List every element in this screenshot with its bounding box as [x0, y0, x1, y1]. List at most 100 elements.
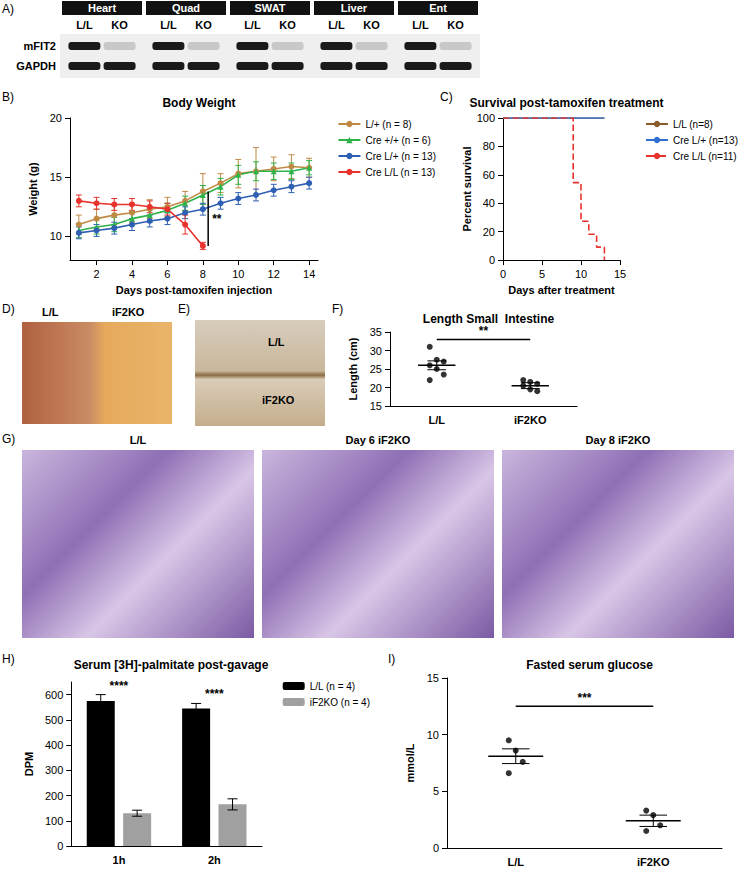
svg-text:Survival post-tamoxifen treatm: Survival post-tamoxifen treatment: [469, 96, 663, 110]
svg-text:200: 200: [45, 790, 63, 802]
svg-text:8: 8: [200, 268, 206, 280]
svg-text:100: 100: [45, 815, 63, 827]
svg-text:500: 500: [45, 714, 63, 726]
svg-text:Cre L/L (n = 13): Cre L/L (n = 13): [365, 167, 435, 178]
svg-text:25: 25: [370, 363, 382, 375]
svg-text:15: 15: [370, 400, 382, 412]
svg-text:Liver: Liver: [341, 2, 368, 14]
svg-text:L/L (n = 4): L/L (n = 4): [310, 681, 356, 692]
svg-text:1h: 1h: [113, 854, 126, 866]
svg-text:Days after treatment: Days after treatment: [508, 284, 615, 296]
svg-text:10: 10: [232, 268, 244, 280]
svg-text:600: 600: [45, 689, 63, 701]
svg-text:4: 4: [129, 268, 135, 280]
svg-text:2h: 2h: [208, 854, 221, 866]
svg-text:400: 400: [45, 739, 63, 751]
svg-text:Fasted serum glucose: Fasted serum glucose: [526, 658, 653, 672]
svg-text:10: 10: [427, 729, 439, 741]
html-text:L/L: L/L: [268, 336, 285, 348]
svg-text:Cre L/L (n=11): Cre L/L (n=11): [673, 151, 737, 162]
html-text:A): A): [2, 2, 14, 16]
html-text:E): E): [178, 302, 190, 316]
svg-text:Cre L/+ (n=13): Cre L/+ (n=13): [673, 135, 738, 146]
svg-text:SWAT: SWAT: [255, 2, 286, 14]
svg-text:KO: KO: [111, 19, 128, 31]
svg-text:mFIT2: mFIT2: [24, 40, 56, 52]
svg-text:15: 15: [427, 672, 439, 684]
svg-text:iF2KO: iF2KO: [514, 414, 547, 426]
svg-text:20: 20: [483, 226, 495, 238]
svg-text:DPM: DPM: [23, 752, 35, 776]
svg-text:Heart: Heart: [88, 2, 116, 14]
svg-text:iF2KO (n = 4): iF2KO (n = 4): [310, 697, 370, 708]
svg-text:0: 0: [489, 254, 495, 266]
svg-text:Percent survival: Percent survival: [461, 147, 473, 232]
svg-text:20: 20: [370, 382, 382, 394]
svg-text:Liver: Liver: [341, 2, 368, 14]
html-text:iF2KO: iF2KO: [112, 306, 145, 318]
svg-text:5: 5: [539, 268, 545, 280]
svg-text:80: 80: [483, 140, 495, 152]
svg-text:****: ****: [205, 687, 224, 701]
svg-text:10: 10: [50, 230, 62, 242]
html-text:G): G): [2, 432, 16, 446]
svg-text:**: **: [212, 212, 222, 226]
svg-text:L/L: L/L: [508, 856, 525, 868]
svg-text:0: 0: [57, 840, 63, 852]
svg-text:****: ****: [110, 679, 129, 693]
svg-text:20: 20: [50, 112, 62, 124]
svg-text:mmol/L: mmol/L: [404, 743, 416, 782]
svg-text:GAPDH: GAPDH: [16, 60, 56, 72]
svg-text:iF2KO: iF2KO: [637, 856, 670, 868]
svg-text:5: 5: [433, 785, 439, 797]
svg-text:Length (cm): Length (cm): [347, 337, 359, 400]
svg-text:Cre L/+ (n = 13): Cre L/+ (n = 13): [365, 151, 436, 162]
svg-text:100: 100: [477, 112, 495, 124]
html-text:H): H): [2, 652, 15, 666]
svg-text:Quad: Quad: [172, 2, 200, 14]
svg-text:Length Small Intestine: Length Small Intestine: [423, 312, 555, 326]
svg-text:KO: KO: [363, 19, 380, 31]
svg-text:L/L (n=8): L/L (n=8): [673, 119, 713, 130]
svg-text:Body Weight: Body Weight: [162, 96, 235, 110]
html-text:C): C): [440, 90, 453, 104]
svg-text:Days post-tamoxifen injection: Days post-tamoxifen injection: [116, 284, 273, 296]
svg-text:L/L: L/L: [76, 19, 93, 31]
svg-text:L/L: L/L: [429, 414, 446, 426]
svg-text:35: 35: [370, 326, 382, 338]
svg-text:KO: KO: [195, 19, 212, 31]
svg-text:***: ***: [577, 691, 591, 705]
html-text:iF2KO: iF2KO: [262, 394, 295, 406]
svg-text:30: 30: [370, 345, 382, 357]
svg-text:40: 40: [483, 197, 495, 209]
svg-text:Quad: Quad: [172, 2, 200, 14]
html-text:D): D): [2, 302, 15, 316]
svg-text:Ent: Ent: [429, 2, 447, 14]
svg-text:15: 15: [50, 171, 62, 183]
svg-text:60: 60: [483, 169, 495, 181]
svg-text:15: 15: [614, 268, 626, 280]
svg-text:Ent: Ent: [429, 2, 447, 14]
svg-text:10: 10: [575, 268, 587, 280]
svg-text:L/L: L/L: [244, 19, 261, 31]
svg-text:SWAT: SWAT: [255, 2, 286, 14]
svg-text:**: **: [479, 324, 489, 338]
svg-text:0: 0: [433, 842, 439, 854]
svg-text:Weight (g): Weight (g): [27, 162, 39, 216]
svg-text:12: 12: [268, 268, 280, 280]
svg-text:0: 0: [500, 268, 506, 280]
svg-text:Heart: Heart: [88, 2, 116, 14]
svg-text:14: 14: [303, 268, 315, 280]
svg-text:L/L: L/L: [328, 19, 345, 31]
svg-text:KO: KO: [447, 19, 464, 31]
svg-text:L/+ (n = 8): L/+ (n = 8): [365, 119, 411, 130]
html-text:L/L: L/L: [42, 306, 59, 318]
svg-text:300: 300: [45, 764, 63, 776]
svg-text:6: 6: [164, 268, 170, 280]
svg-text:Serum [3H]-palmitate post-gava: Serum [3H]-palmitate post-gavage: [74, 658, 269, 672]
svg-text:L/L: L/L: [412, 19, 429, 31]
svg-text:KO: KO: [279, 19, 296, 31]
svg-text:Cre +/+ (n = 6): Cre +/+ (n = 6): [365, 135, 430, 146]
svg-text:2: 2: [94, 268, 100, 280]
svg-text:L/L: L/L: [160, 19, 177, 31]
